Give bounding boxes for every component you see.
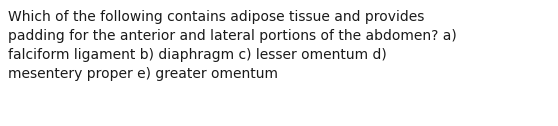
Text: Which of the following contains adipose tissue and provides
padding for the ante: Which of the following contains adipose … bbox=[8, 10, 457, 81]
